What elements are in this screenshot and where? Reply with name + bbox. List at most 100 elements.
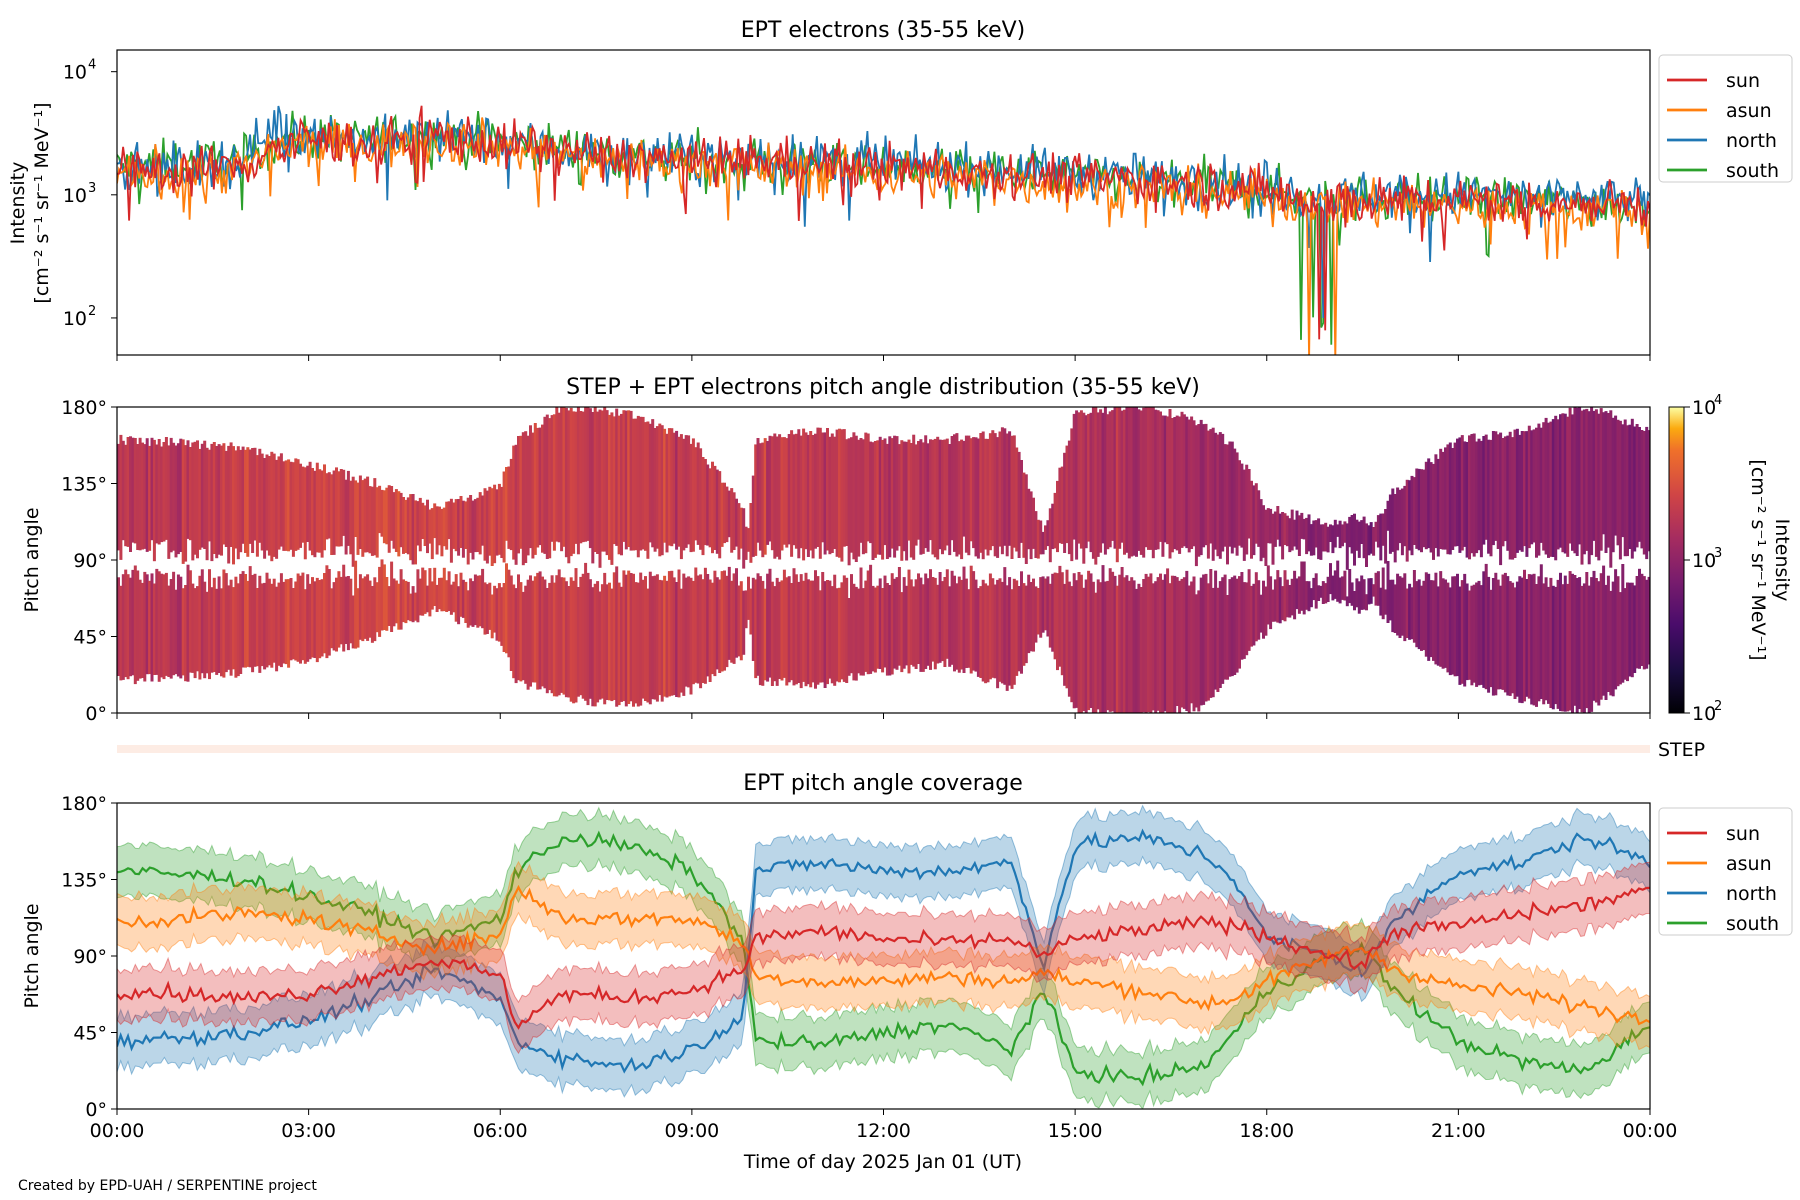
heatmap-cell bbox=[1230, 441, 1234, 554]
heatmap-cell bbox=[593, 583, 597, 707]
heatmap-cell bbox=[428, 568, 432, 617]
heatmap-cell bbox=[651, 419, 655, 548]
heatmap-cell bbox=[610, 412, 614, 565]
heatmap-cell bbox=[1345, 523, 1349, 570]
heatmap-cell bbox=[1326, 526, 1330, 553]
heatmap-cell bbox=[1123, 577, 1126, 713]
heatmap-cell bbox=[1044, 525, 1047, 550]
heatmap-cell bbox=[1250, 480, 1253, 559]
heatmap-cell bbox=[1367, 578, 1371, 605]
band-asun bbox=[117, 860, 1650, 1051]
heatmap-cell bbox=[1372, 584, 1376, 597]
heatmap-cell bbox=[464, 581, 468, 623]
heatmap-cell bbox=[1173, 417, 1177, 550]
heatmap-cell bbox=[270, 451, 274, 562]
heatmap-cell bbox=[1448, 587, 1452, 676]
heatmap-cell bbox=[301, 572, 305, 661]
heatmap-cell bbox=[157, 571, 161, 682]
heatmap-cell bbox=[797, 429, 801, 559]
heatmap-cell bbox=[217, 576, 221, 673]
heatmap-cell bbox=[1017, 586, 1021, 672]
panel2-y-ticks: 0° 45° 90° 135° 180° bbox=[61, 397, 117, 725]
heatmap-cell bbox=[1568, 571, 1572, 711]
heatmap-cell bbox=[713, 465, 717, 550]
heatmap-cell bbox=[1139, 587, 1143, 713]
heatmap-cell bbox=[337, 471, 341, 547]
heatmap-cell bbox=[1024, 474, 1028, 564]
heatmap-cell bbox=[215, 588, 219, 675]
heatmap-cell bbox=[1084, 415, 1088, 549]
heatmap-cell bbox=[1468, 435, 1471, 560]
heatmap-cell bbox=[691, 580, 695, 685]
heatmap-cell bbox=[1388, 579, 1392, 621]
y-tick-label: 45° bbox=[73, 1023, 107, 1045]
heatmap-cell bbox=[895, 577, 899, 670]
heatmap-cell bbox=[785, 577, 789, 686]
heatmap-cell bbox=[658, 423, 662, 557]
heatmap-cell bbox=[1192, 576, 1196, 712]
heatmap-cell bbox=[1465, 583, 1469, 681]
heatmap-cell bbox=[318, 469, 322, 553]
heatmap-cell bbox=[562, 407, 566, 547]
heatmap-cell bbox=[260, 453, 264, 551]
heatmap-cell bbox=[684, 577, 688, 687]
heatmap-cell bbox=[1003, 567, 1007, 685]
heatmap-cell bbox=[502, 583, 506, 652]
heatmap-cell bbox=[1072, 573, 1076, 709]
heatmap-cell bbox=[267, 578, 271, 666]
heatmap-cell bbox=[323, 573, 326, 654]
heatmap-cell bbox=[1281, 512, 1285, 560]
heatmap-cell bbox=[296, 573, 300, 662]
heatmap-cell bbox=[1585, 572, 1589, 709]
heatmap-cell bbox=[893, 578, 897, 669]
heatmap-cell bbox=[864, 580, 868, 672]
heatmap-cell bbox=[1456, 438, 1459, 547]
heatmap-cell bbox=[380, 489, 384, 537]
heatmap-cell bbox=[883, 438, 887, 546]
heatmap-cell bbox=[1355, 578, 1359, 608]
heatmap-cell bbox=[344, 576, 348, 644]
heatmap-cell bbox=[493, 585, 497, 633]
heatmap-cell bbox=[866, 433, 870, 542]
heatmap-cell bbox=[1132, 407, 1136, 556]
heatmap-cell bbox=[1578, 407, 1582, 545]
heatmap-cell bbox=[1101, 412, 1105, 544]
heatmap-cell bbox=[1388, 494, 1392, 554]
heatmap-cell bbox=[370, 486, 374, 556]
heatmap-cell bbox=[1324, 522, 1328, 552]
heatmap-cell bbox=[1250, 585, 1253, 647]
heatmap-cell bbox=[938, 439, 942, 550]
heatmap-cell bbox=[1582, 583, 1586, 713]
heatmap-cell bbox=[552, 582, 556, 697]
y-tick-exponent: 2 bbox=[88, 304, 96, 319]
heatmap-cell bbox=[933, 438, 937, 558]
heatmap-cell bbox=[897, 444, 901, 547]
heatmap-cell bbox=[1499, 585, 1503, 690]
heatmap-cell bbox=[246, 580, 250, 667]
x-tick-label: 00:00 bbox=[1623, 1120, 1678, 1142]
heatmap-cell bbox=[497, 483, 501, 555]
heatmap-cell bbox=[809, 431, 813, 551]
heatmap-cell bbox=[1597, 413, 1601, 561]
heatmap-cell bbox=[735, 568, 738, 658]
heatmap-cell bbox=[1273, 511, 1277, 547]
heatmap-cell bbox=[1479, 440, 1483, 558]
heatmap-cell bbox=[799, 574, 803, 689]
heatmap-cell bbox=[1611, 581, 1615, 697]
heatmap-cell bbox=[1405, 588, 1409, 638]
heatmap-cell bbox=[890, 573, 894, 675]
heatmap-cell bbox=[1108, 568, 1112, 712]
heatmap-cell bbox=[1609, 590, 1613, 696]
heatmap-cell bbox=[1571, 414, 1574, 551]
heatmap-cell bbox=[905, 441, 909, 561]
heatmap-cell bbox=[821, 432, 825, 543]
heatmap-cell bbox=[574, 411, 578, 544]
heatmap-cell bbox=[356, 588, 360, 648]
heatmap-cell bbox=[931, 439, 935, 555]
heatmap-cell bbox=[984, 583, 988, 684]
heatmap-cell bbox=[1582, 409, 1586, 555]
heatmap-cell bbox=[1561, 413, 1565, 553]
heatmap-cell bbox=[1039, 577, 1043, 638]
heatmap-cell bbox=[677, 569, 681, 698]
